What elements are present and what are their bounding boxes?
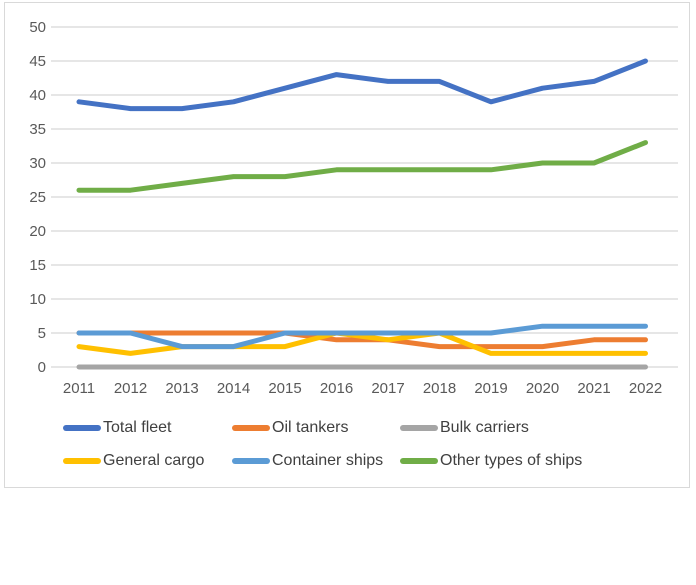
x-axis-tick-label: 2018 [423,380,456,397]
x-axis-tick-label: 2019 [474,380,507,397]
x-axis-tick-label: 2014 [217,380,250,397]
y-axis-tick-label: 40 [29,87,46,104]
y-axis-tick-label: 50 [29,19,46,36]
y-axis-tick-label: 30 [29,155,46,172]
y-axis-tick-label: 20 [29,223,46,240]
series-line-general-cargo [76,330,648,356]
y-axis-tick-label: 45 [29,53,46,70]
x-axis-tick-label: 2020 [526,380,559,397]
line-chart-canvas: 0 5 10 15 20 25 30 35 40 45 50 2011 2012 2013 2014 2015… [29,19,678,397]
x-axis-tick-label: 2013 [165,380,198,397]
series-line-other-types-of-ships [76,140,648,193]
x-axis-tick-label: 2012 [114,380,147,397]
x-axis-tick-label: 2022 [629,380,662,397]
x-axis-tick-label: 2011 [63,380,95,397]
x-axis-tick-label: 2016 [320,380,353,397]
x-axis-tick-label: 2015 [268,380,301,397]
x-axis-tick-label: 2017 [371,380,404,397]
y-axis-tick-label: 0 [38,359,46,376]
x-axis-tick-label: 2021 [577,380,610,397]
series-line-oil-tankers [76,330,648,350]
series-line-total-fleet [76,58,648,112]
y-axis-tick-label: 5 [38,325,46,342]
series-line-container-ships [76,323,648,350]
y-axis-tick-label: 35 [29,121,46,138]
y-axis-tick-label: 15 [29,257,46,274]
y-axis-tick-label: 10 [29,291,46,308]
y-axis-tick-label: 25 [29,189,46,206]
